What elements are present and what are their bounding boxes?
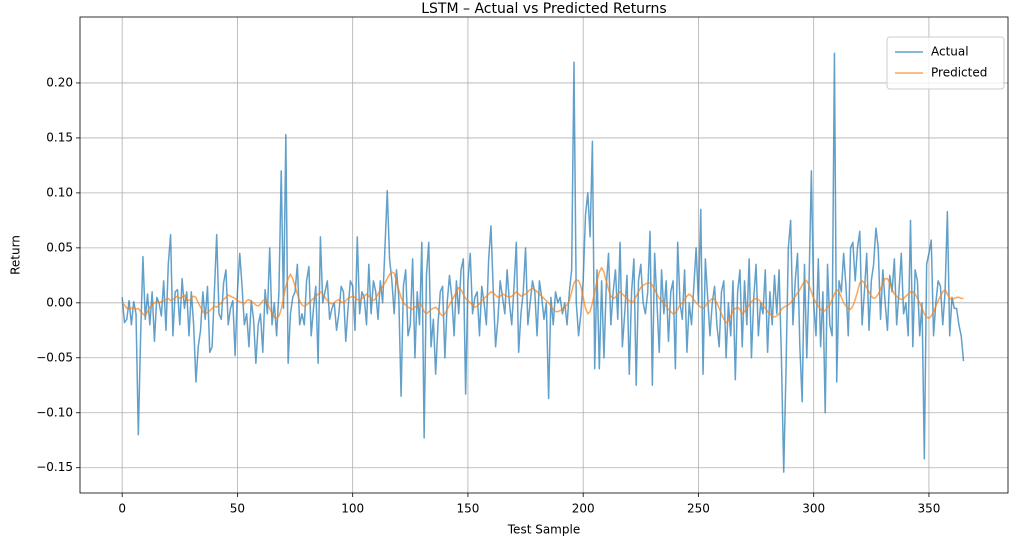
axes-frame [79, 16, 1009, 494]
y-tick-label: −0.10 [36, 405, 73, 419]
line-series [121, 52, 965, 473]
y-tick-label: −0.05 [36, 350, 73, 364]
line-series [121, 266, 964, 324]
legend-label: Predicted [931, 66, 987, 80]
x-tick-label: 250 [687, 502, 710, 516]
x-tick-label: 300 [802, 502, 825, 516]
y-tick-label: 0.15 [46, 130, 73, 144]
y-tick-label: −0.15 [36, 460, 73, 474]
y-tick-label: 0.05 [46, 240, 73, 254]
grid [80, 17, 1008, 493]
x-tick-label: 0 [118, 502, 126, 516]
y-axis-label: Return [9, 235, 23, 275]
x-tick-label: 200 [572, 502, 595, 516]
legend-label: Actual [931, 45, 969, 59]
chart-title: LSTM – Actual vs Predicted Returns [421, 1, 666, 17]
x-axis-label: Test Sample [507, 523, 580, 537]
legend: Actual Predicted [886, 36, 1005, 90]
x-tick-label: 150 [456, 502, 479, 516]
x-tick-label: 350 [917, 502, 940, 516]
x-tick-label: 50 [230, 502, 245, 516]
y-tick-label: 0.20 [46, 75, 73, 89]
legend-box [886, 36, 1005, 90]
x-tick-label: 100 [341, 502, 364, 516]
y-tick-label: 0.00 [46, 295, 73, 309]
y-tick-label: 0.10 [46, 185, 73, 199]
